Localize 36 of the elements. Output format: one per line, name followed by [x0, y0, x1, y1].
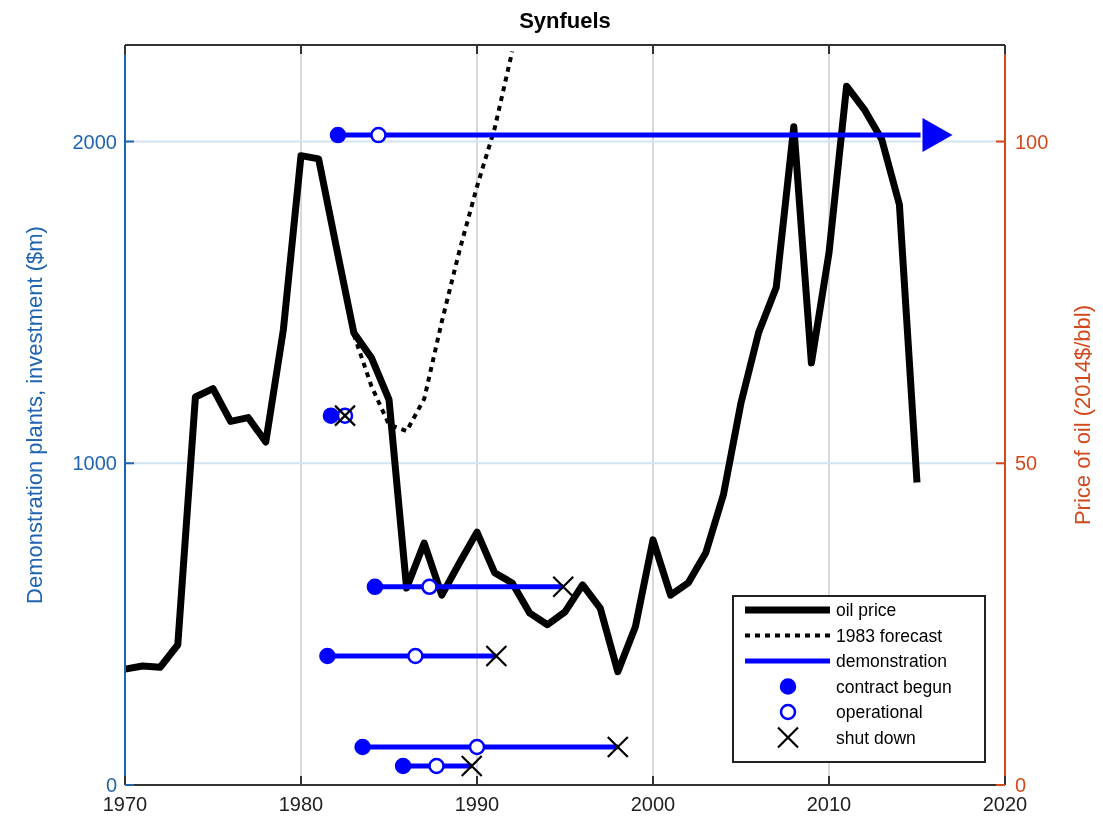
legend-label: oil price: [836, 600, 897, 620]
point: [329, 126, 347, 144]
legend-label: contract begun: [836, 676, 952, 697]
point: [428, 757, 445, 775]
point: [394, 757, 412, 775]
point: [485, 644, 508, 668]
legend-label: shut down: [836, 727, 916, 748]
y-axis-title: Demonstration plants, investment ($m): [22, 226, 47, 604]
point: [366, 578, 384, 596]
y-tick-label: 2000: [72, 130, 117, 153]
x-tick-label: 1980: [278, 793, 324, 815]
y2-tick-label: 0: [1015, 774, 1027, 796]
point: [606, 735, 629, 759]
point: [322, 407, 340, 424]
point: [319, 647, 336, 665]
point: [468, 738, 486, 756]
point: [354, 738, 371, 756]
point: [370, 126, 387, 144]
x-tick-label: 2010: [806, 793, 852, 815]
x-tick-label: 1970: [102, 793, 148, 815]
y-tick-label: 1000: [72, 452, 117, 475]
x-tick-label: 2020: [982, 793, 1028, 815]
x-tick-label: 2000: [630, 793, 676, 815]
legend-label: operational: [836, 702, 923, 722]
point: [421, 578, 438, 596]
legend-label: 1983 forecast: [836, 625, 943, 646]
y2-tick-label: 100: [1015, 130, 1049, 153]
point: [407, 647, 424, 665]
y-tick-label: 0: [105, 774, 117, 796]
x-tick-label: 1990: [454, 793, 500, 815]
point: [552, 575, 575, 598]
point: [460, 754, 483, 778]
y2-tick-label: 50: [1015, 452, 1038, 475]
chart-title: Synfuels: [519, 8, 611, 33]
y2-axis-title: Price of oil (2014$/bbl): [1070, 304, 1095, 526]
legend-label: demonstration: [836, 651, 947, 671]
